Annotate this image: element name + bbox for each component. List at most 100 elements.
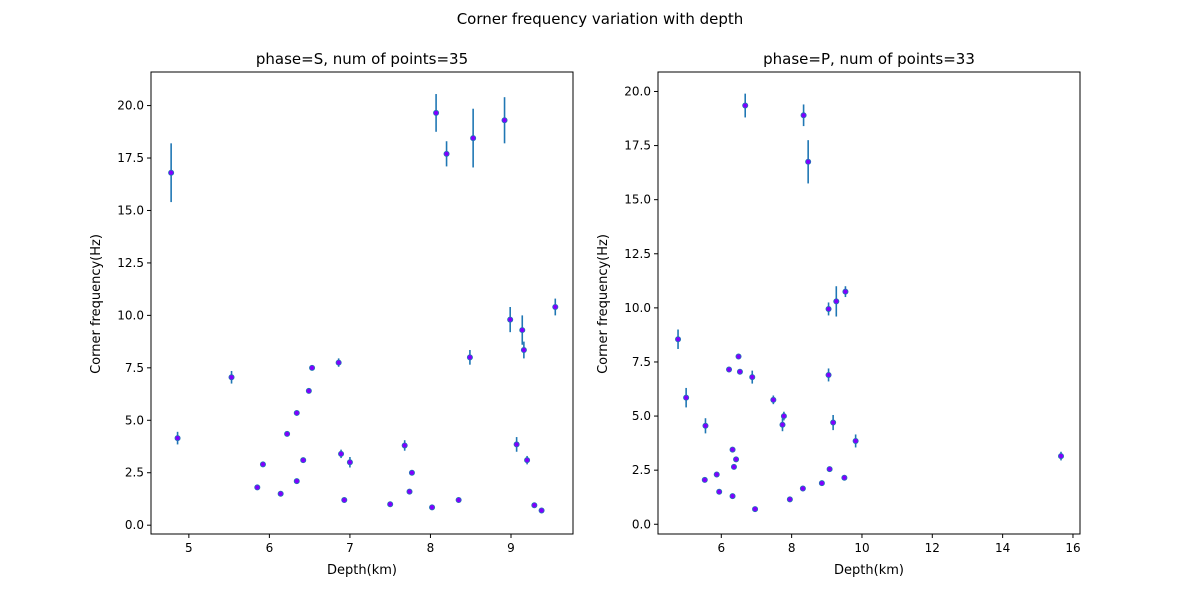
y-axis-label: Corner frequency(Hz) xyxy=(89,234,104,374)
data-point xyxy=(335,359,342,366)
data-point xyxy=(842,288,849,295)
data-point xyxy=(305,387,312,394)
y-tick-label: 17.5 xyxy=(117,151,144,165)
data-point xyxy=(779,421,786,428)
data-point xyxy=(470,135,477,142)
data-point xyxy=(683,394,690,401)
data-point xyxy=(825,305,832,312)
data-point xyxy=(387,501,394,508)
subplot-title: phase=S, num of points=35 xyxy=(256,50,468,68)
data-point xyxy=(466,354,473,361)
figure-suptitle: Corner frequency variation with depth xyxy=(457,10,744,28)
y-tick-label: 7.5 xyxy=(632,355,651,369)
data-point xyxy=(729,446,736,453)
y-tick-label: 10.0 xyxy=(624,301,651,315)
data-point xyxy=(805,158,812,165)
data-point xyxy=(675,336,682,343)
data-point xyxy=(408,469,415,476)
y-tick-label: 0.0 xyxy=(125,518,144,532)
y-tick-label: 2.5 xyxy=(125,466,144,480)
x-axis-label: Depth(km) xyxy=(327,563,397,578)
y-tick-label: 10.0 xyxy=(117,308,144,322)
data-point xyxy=(168,169,175,176)
data-point xyxy=(770,396,777,403)
data-point xyxy=(830,419,837,426)
data-marks xyxy=(675,93,1065,513)
data-point xyxy=(825,371,832,378)
data-point xyxy=(429,504,436,511)
x-tick-label: 8 xyxy=(427,541,435,555)
data-point xyxy=(346,459,353,466)
data-point xyxy=(818,480,825,487)
data-point xyxy=(552,303,559,310)
x-tick-label: 14 xyxy=(995,541,1010,555)
data-point xyxy=(742,102,749,109)
data-point xyxy=(174,435,181,442)
data-point xyxy=(228,374,235,381)
data-point xyxy=(259,461,266,468)
axis-ticks: 5 6 7 8 9 0.0 2.5 5.0 7.5 10.0 12.5 15.0 17.5 20.0 xyxy=(117,99,515,555)
x-tick-label: 5 xyxy=(185,541,193,555)
data-marks xyxy=(168,94,559,514)
data-point xyxy=(455,497,462,504)
axis-ticks: 6 8 10 12 14 16 0.0 2.5 5.0 7.5 10.0 12.5 15.0 17.5 20… xyxy=(624,84,1080,555)
data-point xyxy=(735,353,742,360)
subplot-title: phase=P, num of points=33 xyxy=(763,50,975,68)
data-point xyxy=(284,430,291,437)
data-point xyxy=(531,502,538,509)
data-point xyxy=(519,327,526,334)
y-tick-label: 0.0 xyxy=(632,517,651,531)
data-point xyxy=(524,457,531,464)
data-point xyxy=(826,466,833,473)
x-tick-label: 6 xyxy=(266,541,274,555)
y-tick-label: 15.0 xyxy=(117,203,144,217)
data-point xyxy=(701,476,708,483)
data-point xyxy=(300,457,307,464)
data-point xyxy=(780,413,787,420)
x-tick-label: 10 xyxy=(854,541,869,555)
x-tick-label: 12 xyxy=(925,541,940,555)
y-tick-label: 12.5 xyxy=(117,256,144,270)
data-point xyxy=(309,364,316,371)
y-tick-label: 12.5 xyxy=(624,247,651,261)
data-point xyxy=(341,497,348,504)
data-point xyxy=(401,442,408,449)
data-point xyxy=(800,112,807,119)
data-point xyxy=(433,109,440,116)
data-point xyxy=(726,366,733,373)
subplot-p-phase: phase=P, num of points=33 Depth(km) Corn… xyxy=(596,50,1081,578)
x-tick-label: 16 xyxy=(1065,541,1080,555)
x-tick-label: 9 xyxy=(507,541,515,555)
data-point xyxy=(713,471,720,478)
data-point xyxy=(752,506,759,513)
data-point xyxy=(833,298,840,305)
subplot-s-phase: phase=S, num of points=35 Depth(km) Corn… xyxy=(89,50,574,578)
x-tick-label: 6 xyxy=(717,541,725,555)
y-tick-label: 5.0 xyxy=(125,413,144,427)
data-point xyxy=(338,450,345,457)
data-point xyxy=(501,117,508,124)
plot-frame xyxy=(657,71,1081,535)
data-point xyxy=(786,496,793,503)
data-point xyxy=(538,507,545,514)
y-tick-label: 7.5 xyxy=(125,361,144,375)
data-point xyxy=(736,368,743,375)
data-point xyxy=(716,488,723,495)
data-point xyxy=(443,150,450,157)
data-point xyxy=(406,488,413,495)
data-point xyxy=(730,463,737,470)
x-axis-label: Depth(km) xyxy=(834,563,904,578)
x-tick-label: 8 xyxy=(788,541,796,555)
data-point xyxy=(852,437,859,444)
plot-frame xyxy=(150,71,574,535)
data-point xyxy=(293,478,300,485)
data-point xyxy=(254,484,261,491)
data-point xyxy=(729,493,736,500)
x-tick-label: 7 xyxy=(346,541,354,555)
y-tick-label: 20.0 xyxy=(624,84,651,98)
data-point xyxy=(1058,453,1065,460)
data-point xyxy=(513,441,520,448)
data-point xyxy=(520,346,527,353)
y-tick-label: 20.0 xyxy=(117,99,144,113)
